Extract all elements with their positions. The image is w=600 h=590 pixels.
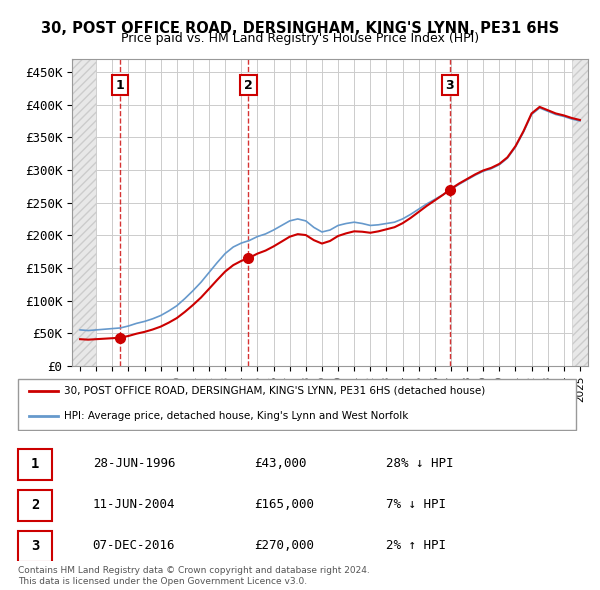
Text: 3: 3: [31, 539, 39, 553]
Text: 28-JUN-1996: 28-JUN-1996: [92, 457, 175, 470]
Text: 2% ↑ HPI: 2% ↑ HPI: [386, 539, 446, 552]
Text: £43,000: £43,000: [254, 457, 307, 470]
Text: Contains HM Land Registry data © Crown copyright and database right 2024.
This d: Contains HM Land Registry data © Crown c…: [18, 566, 370, 586]
Text: 07-DEC-2016: 07-DEC-2016: [92, 539, 175, 552]
Text: 1: 1: [31, 457, 39, 471]
Text: 2: 2: [244, 78, 253, 91]
Text: HPI: Average price, detached house, King's Lynn and West Norfolk: HPI: Average price, detached house, King…: [64, 411, 408, 421]
Text: 28% ↓ HPI: 28% ↓ HPI: [386, 457, 454, 470]
FancyBboxPatch shape: [18, 531, 52, 562]
Text: Price paid vs. HM Land Registry's House Price Index (HPI): Price paid vs. HM Land Registry's House …: [121, 32, 479, 45]
Bar: [72, 59, 96, 366]
Text: 30, POST OFFICE ROAD, DERSINGHAM, KING'S LYNN, PE31 6HS (detached house): 30, POST OFFICE ROAD, DERSINGHAM, KING'S…: [64, 386, 485, 396]
FancyBboxPatch shape: [18, 490, 52, 521]
Text: £270,000: £270,000: [254, 539, 314, 552]
FancyBboxPatch shape: [18, 379, 577, 430]
Text: 1: 1: [116, 78, 125, 91]
Text: 7% ↓ HPI: 7% ↓ HPI: [386, 498, 446, 512]
FancyBboxPatch shape: [18, 449, 52, 480]
Text: £165,000: £165,000: [254, 498, 314, 512]
Bar: [572, 59, 588, 366]
Text: 2: 2: [31, 498, 39, 512]
Text: 11-JUN-2004: 11-JUN-2004: [92, 498, 175, 512]
Text: 3: 3: [445, 78, 454, 91]
Text: 30, POST OFFICE ROAD, DERSINGHAM, KING'S LYNN, PE31 6HS: 30, POST OFFICE ROAD, DERSINGHAM, KING'S…: [41, 21, 559, 35]
